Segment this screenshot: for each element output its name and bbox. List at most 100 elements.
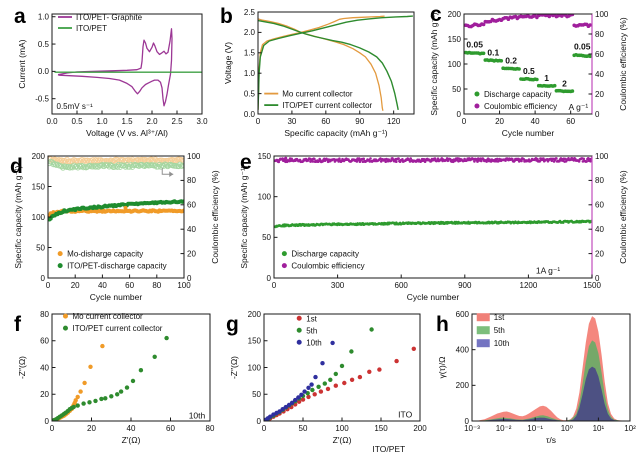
svg-text:Mo current collector: Mo current collector xyxy=(72,312,143,321)
panel-letter-d: d xyxy=(10,155,23,178)
svg-text:200: 200 xyxy=(32,152,46,161)
svg-text:50: 50 xyxy=(36,243,45,252)
svg-text:Specific capacity (mAh g⁻¹): Specific capacity (mAh g⁻¹) xyxy=(13,165,23,268)
svg-text:80: 80 xyxy=(595,30,604,39)
svg-text:ITO/PET current collector: ITO/PET current collector xyxy=(72,324,162,333)
svg-text:600: 600 xyxy=(456,310,470,319)
svg-text:30: 30 xyxy=(287,117,296,126)
svg-text:100: 100 xyxy=(448,60,462,69)
svg-text:10⁻¹: 10⁻¹ xyxy=(527,424,543,433)
svg-text:150: 150 xyxy=(32,182,46,191)
svg-text:0.5mV s⁻¹: 0.5mV s⁻¹ xyxy=(57,102,94,111)
svg-text:Specific capacity (mAh g⁻¹): Specific capacity (mAh g⁻¹) xyxy=(239,165,249,268)
panel-letter-h: h xyxy=(436,313,449,336)
svg-text:150: 150 xyxy=(248,337,262,346)
svg-text:80: 80 xyxy=(152,281,161,290)
svg-text:10²: 10² xyxy=(624,424,636,433)
svg-text:0.0: 0.0 xyxy=(38,67,50,76)
svg-text:20: 20 xyxy=(187,249,196,258)
svg-text:10th: 10th xyxy=(189,411,206,421)
svg-text:50: 50 xyxy=(252,390,261,399)
svg-text:100: 100 xyxy=(595,10,609,19)
panel-g: 0 50 100 150 200 0 50 100 150 200 Z′(Ω) -Z″(Ω) 1st 5t… xyxy=(218,306,430,457)
panel-d: 0 20 40 60 80 100 0 50 100 150 200 0 20 40 60 80 100 Cycl… xyxy=(4,148,230,313)
svg-text:0: 0 xyxy=(457,110,462,119)
svg-text:0.1: 0.1 xyxy=(487,48,499,58)
svg-text:100: 100 xyxy=(595,152,609,161)
svg-text:Discharge capacity: Discharge capacity xyxy=(291,250,359,259)
svg-text:ITO/PET: ITO/PET xyxy=(76,24,107,33)
svg-text:600: 600 xyxy=(395,281,409,290)
svg-text:0: 0 xyxy=(595,110,600,119)
svg-text:Specific capacity (mAh g⁻¹): Specific capacity (mAh g⁻¹) xyxy=(284,128,387,138)
svg-text:200: 200 xyxy=(456,381,470,390)
svg-text:100: 100 xyxy=(187,152,201,161)
cycling-100-chart: 0 20 40 60 80 100050100150200020406080100Cycl… xyxy=(13,152,220,302)
svg-text:60: 60 xyxy=(166,424,175,433)
svg-text:ITO/PET current collector: ITO/PET current collector xyxy=(282,101,372,110)
cv-curves-chart: 0.0 0.5 1.0 1.5 2.0 2.5 3.0 -0.5 0.0 0.5 1.0 Voltag… xyxy=(17,13,208,138)
drt-chart: 10⁻³ 10⁻² 10⁻¹ 10⁰ 10¹ 10² 0 200 400 600 τ/s γ(τ)/Ω… xyxy=(437,310,636,445)
panel-letter-c: c xyxy=(430,3,442,26)
svg-text:1500: 1500 xyxy=(583,281,601,290)
eis-collectors-chart: 0 20 40 60 80 0 20 40 60 80 Z′(Ω) -Z″(Ω) Mo current … xyxy=(17,310,215,445)
svg-text:20: 20 xyxy=(87,424,96,433)
svg-text:60: 60 xyxy=(321,117,330,126)
svg-text:200: 200 xyxy=(448,10,462,19)
svg-text:300: 300 xyxy=(331,281,345,290)
panel-b: 0 30 60 90 120 0.0 0.5 1.0 1.5 2.0 2.5 Specific cap… xyxy=(212,4,422,153)
svg-text:200: 200 xyxy=(248,310,262,319)
svg-text:1st: 1st xyxy=(494,313,505,322)
svg-text:γ(τ)/Ω: γ(τ)/Ω xyxy=(437,357,447,379)
svg-text:ITO/PET: ITO/PET xyxy=(372,444,405,454)
svg-text:40: 40 xyxy=(595,225,604,234)
svg-text:100: 100 xyxy=(335,424,349,433)
svg-text:0: 0 xyxy=(465,417,470,426)
svg-text:10⁰: 10⁰ xyxy=(561,424,573,433)
svg-text:40: 40 xyxy=(40,363,49,372)
svg-text:10⁻²: 10⁻² xyxy=(496,424,512,433)
svg-text:90: 90 xyxy=(355,117,364,126)
svg-text:0: 0 xyxy=(256,117,261,126)
svg-text:Mo-disharge capacity: Mo-disharge capacity xyxy=(67,250,143,259)
svg-text:200: 200 xyxy=(413,424,427,433)
svg-text:100: 100 xyxy=(177,281,191,290)
svg-text:10th: 10th xyxy=(306,338,322,347)
svg-text:40: 40 xyxy=(127,424,136,433)
svg-text:400: 400 xyxy=(456,345,470,354)
svg-text:Coulombic efficiency (%): Coulombic efficiency (%) xyxy=(618,170,628,264)
svg-text:0: 0 xyxy=(50,424,55,433)
svg-text:2.0: 2.0 xyxy=(146,117,158,126)
svg-text:A g⁻¹: A g⁻¹ xyxy=(569,102,589,112)
svg-text:Cycle number: Cycle number xyxy=(407,292,460,302)
svg-text:10¹: 10¹ xyxy=(593,424,605,433)
svg-text:-0.5: -0.5 xyxy=(35,94,49,103)
svg-text:100: 100 xyxy=(258,192,272,201)
charge-discharge-chart: 0 30 60 90 120 0.0 0.5 1.0 1.5 2.0 2.5 Specific cap… xyxy=(223,8,415,138)
svg-text:0: 0 xyxy=(595,274,600,283)
panel-a: 0.0 0.5 1.0 1.5 2.0 2.5 3.0 -0.5 0.0 0.5 1.0 Voltag… xyxy=(6,4,210,153)
panel-c: 0 20 40 60 0 50 100 150 200 0 20 40 60 80 100 Cycle num… xyxy=(424,4,638,153)
svg-text:10th: 10th xyxy=(494,339,510,348)
svg-text:20: 20 xyxy=(71,281,80,290)
svg-text:80: 80 xyxy=(206,424,215,433)
svg-text:0.05: 0.05 xyxy=(574,42,591,52)
svg-text:3.0: 3.0 xyxy=(196,117,208,126)
svg-text:Z′(Ω): Z′(Ω) xyxy=(122,435,141,445)
svg-text:60: 60 xyxy=(125,281,134,290)
svg-text:60: 60 xyxy=(595,201,604,210)
svg-text:0: 0 xyxy=(462,117,467,126)
svg-text:1200: 1200 xyxy=(520,281,538,290)
svg-text:2.5: 2.5 xyxy=(171,117,183,126)
svg-text:0: 0 xyxy=(257,417,262,426)
svg-text:0.5: 0.5 xyxy=(523,66,535,76)
svg-text:Voltage (V): Voltage (V) xyxy=(223,42,233,84)
svg-text:150: 150 xyxy=(448,35,462,44)
svg-text:0: 0 xyxy=(41,274,46,283)
svg-text:Coulombic efficiency: Coulombic efficiency xyxy=(291,262,364,271)
svg-text:60: 60 xyxy=(40,337,49,346)
svg-text:2.5: 2.5 xyxy=(244,8,256,17)
panel-h: 10⁻³ 10⁻² 10⁻¹ 10⁰ 10¹ 10² 0 200 400 600 τ/s γ(τ)/Ω… xyxy=(428,306,638,457)
svg-text:50: 50 xyxy=(262,233,271,242)
